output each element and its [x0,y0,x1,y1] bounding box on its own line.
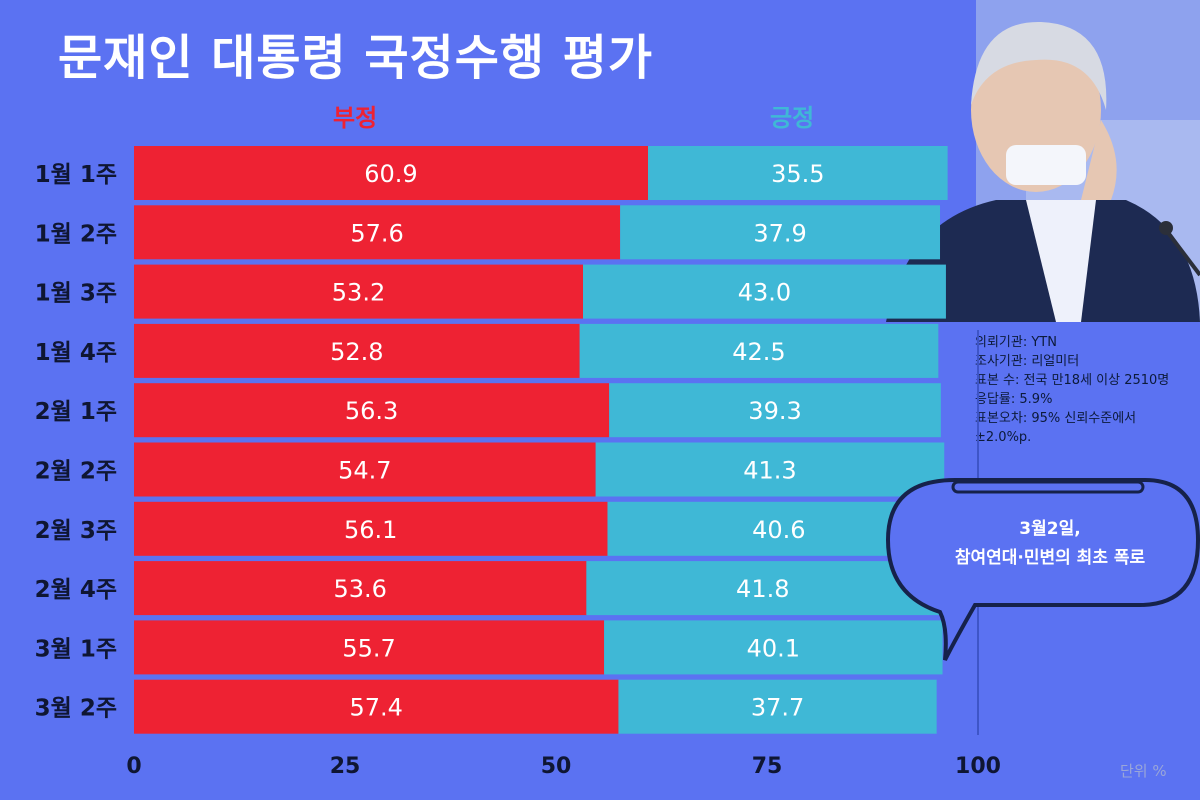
data-label-positive: 37.7 [751,694,804,722]
bar-negative [134,679,619,734]
x-tick-label: 25 [330,754,361,779]
bar-negative [134,205,621,260]
data-label-negative: 57.6 [350,219,403,247]
annotation-line-2: 참여연대·민변의 최초 폭로 [954,548,1146,568]
data-label-negative: 55.7 [342,634,395,662]
data-label-positive: 40.6 [752,516,805,544]
bar-positive [647,146,948,200]
annotation-line-1: 3월2일, [1019,519,1081,539]
info-line: 조사기관: 리얼미터 [975,354,1080,369]
x-tick-label: 0 [126,754,141,779]
president-photo [826,0,1200,322]
data-label-positive: 37.9 [753,219,806,247]
bar-negative [134,383,610,438]
x-tick-label: 50 [541,754,572,779]
info-line: 표본오차: 95% 신뢰수준에서 [975,411,1137,426]
speech-bubble-highlight [951,480,1145,494]
data-label-positive: 40.1 [747,634,800,662]
bar-positive [604,620,943,675]
info-line: ±2.0%p. [975,430,1032,445]
data-label-negative: 53.2 [332,279,385,307]
category-label: 1월 2주 [35,221,117,247]
bar-negative [134,620,605,675]
bar-negative [134,561,587,616]
data-label-negative: 56.3 [345,397,398,425]
data-label-positive: 35.5 [771,160,824,188]
data-label-positive: 39.3 [748,397,801,425]
bar-positive [586,561,940,616]
info-line: 응답률: 5.9% [975,392,1053,407]
bar-negative [134,501,608,556]
x-tick-label: 100 [955,754,1001,779]
info-line: 표본 수: 전국 만18세 이상 2510명 [975,373,1170,388]
bar-positive [595,442,945,497]
x-tick-label: 75 [752,754,783,779]
speech-bubble-outline [885,478,1200,661]
bar-positive [620,205,941,260]
category-label: 1월 3주 [35,281,117,307]
category-label: 2월 1주 [35,399,117,425]
data-label-negative: 54.7 [338,457,391,485]
bar-positive [579,323,939,378]
data-label-negative: 56.1 [344,516,397,544]
photo-illustration [826,0,1200,322]
info-line: 의뢰기관: YTN [975,335,1057,350]
bar-negative [134,323,580,378]
bar-positive [583,264,946,319]
category-label: 1월 4주 [35,340,117,366]
bar-positive [609,383,941,438]
data-label-negative: 60.9 [364,160,417,188]
category-label: 1월 1주 [35,162,117,188]
bar-negative [134,146,648,200]
bar-positive [618,679,937,734]
category-label: 3월 2주 [35,696,117,722]
data-label-positive: 43.0 [738,279,791,307]
category-label: 2월 2주 [35,459,117,485]
data-label-negative: 53.6 [333,575,386,603]
category-label: 2월 3주 [35,518,117,544]
legend-negative: 부정 [333,104,378,132]
annotation: 3월2일, 참여연대·민변의 최초 폭로 [900,515,1200,573]
chart-title: 문재인 대통령 국정수행 평가 [58,30,654,86]
unit-label: 단위 % [1120,762,1167,780]
data-label-positive: 41.3 [743,457,796,485]
legend-positive: 긍정 [770,104,815,132]
bar-negative [134,442,596,497]
bar-negative [134,264,584,319]
category-label: 2월 4주 [35,577,117,603]
data-label-positive: 41.8 [736,575,789,603]
data-label-positive: 42.5 [732,338,785,366]
category-label: 3월 1주 [35,636,117,662]
survey-info: 의뢰기관: YTN 조사기관: 리얼미터 표본 수: 전국 만18세 이상 25… [975,333,1190,447]
data-label-negative: 52.8 [330,338,383,366]
data-label-negative: 57.4 [350,694,403,722]
